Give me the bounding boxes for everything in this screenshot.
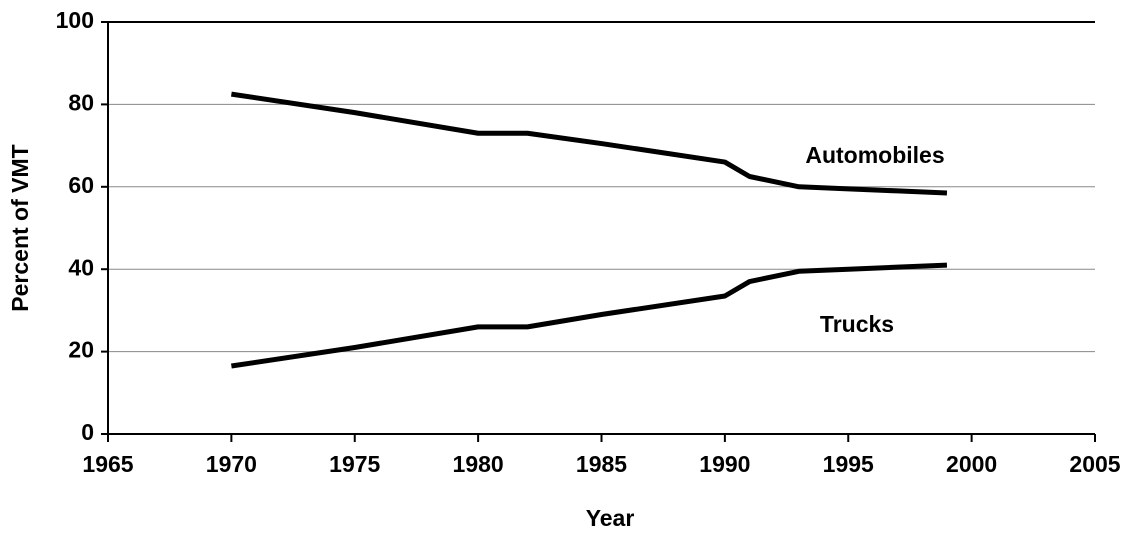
y-tick-label: 60 <box>68 172 94 198</box>
x-tick-label: 1985 <box>576 451 627 477</box>
x-tick-label: 1970 <box>206 451 257 477</box>
x-tick-label: 1995 <box>823 451 874 477</box>
y-tick-label: 40 <box>68 254 94 280</box>
line <box>231 91 948 196</box>
series-label: Automobiles <box>805 142 944 168</box>
y-axis-label: Percent of VMT <box>7 144 33 311</box>
series-label: Trucks <box>820 311 894 337</box>
y-tick-label: 20 <box>68 337 94 363</box>
y-tick-label: 80 <box>68 89 94 115</box>
x-tick-label: 2005 <box>1069 451 1120 477</box>
x-tick-label: 2000 <box>946 451 997 477</box>
x-tick-label: 1980 <box>453 451 504 477</box>
line <box>231 262 948 369</box>
x-tick-label: 1975 <box>329 451 380 477</box>
y-tick-label: 100 <box>56 7 94 33</box>
x-tick-label: 1990 <box>699 451 750 477</box>
x-tick-label: 1965 <box>82 451 133 477</box>
y-tick-label: 0 <box>81 419 94 445</box>
x-axis-label: Year <box>586 505 635 531</box>
